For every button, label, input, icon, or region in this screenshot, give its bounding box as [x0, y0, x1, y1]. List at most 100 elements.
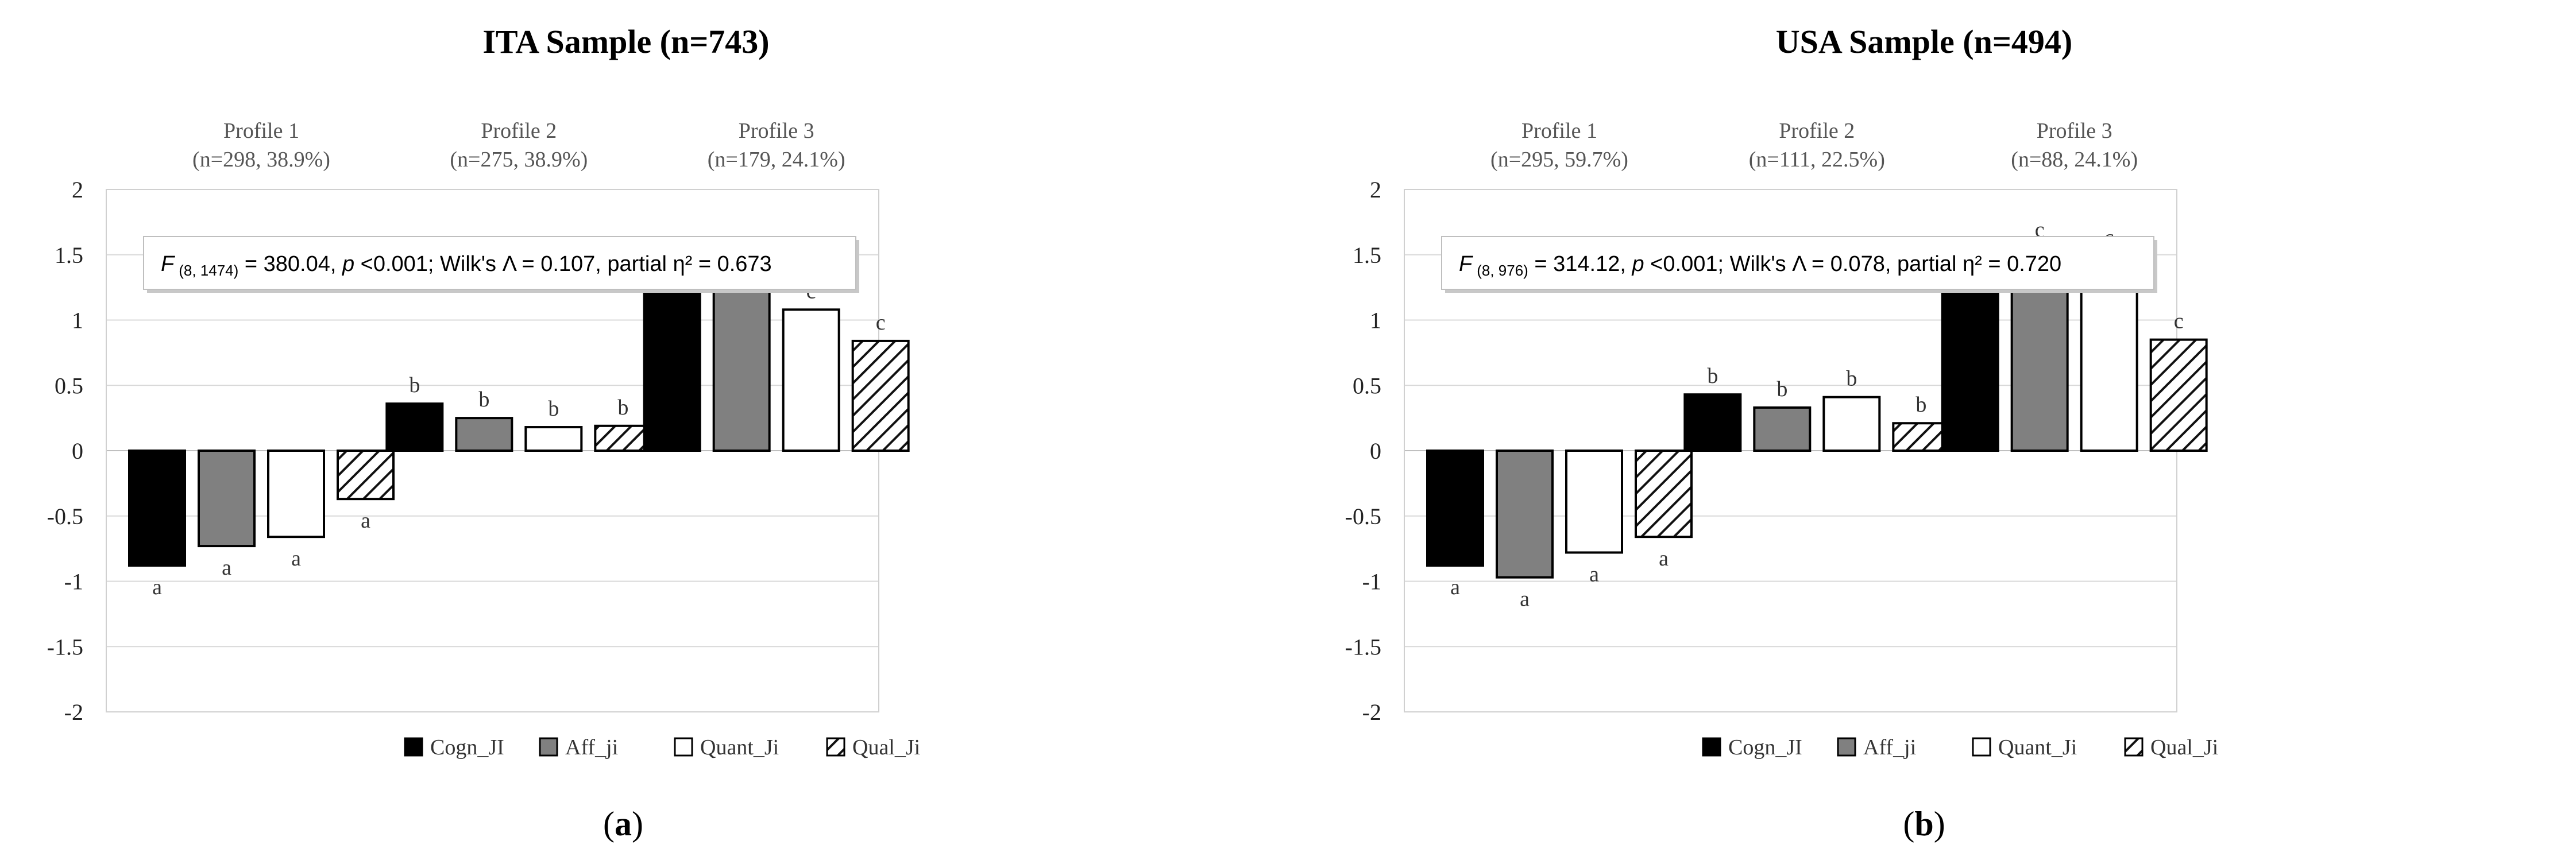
panel-letter: a: [615, 805, 632, 843]
bar-quant-ji: [782, 308, 840, 452]
stat-text: F (8, 1474) = 380.04, p <0.001; Wilk's Λ …: [161, 252, 772, 279]
significance-letter: b: [548, 397, 559, 421]
legend-swatch-aff-ji: [539, 737, 558, 757]
bar-cogn-ji: [1941, 262, 1999, 452]
significance-letter: a: [152, 575, 162, 599]
significance-letter: b: [478, 388, 489, 412]
significance-letter: c: [876, 311, 886, 335]
stat-f: F: [1459, 252, 1473, 276]
panel-label: (b): [1903, 805, 1945, 843]
legend-label: Quant_Ji: [1998, 735, 2077, 760]
chart-panel-b: USA Sample (n=494) 2 1.5 1 0.5 0 -0.5 -1 -1.5 -2 P…: [1345, 23, 2219, 843]
y-tick-label: -1.5: [47, 634, 83, 660]
significance-letter: a: [291, 547, 301, 571]
bar-quant-ji: [1565, 450, 1623, 554]
legend-label: Cogn_JI: [1728, 735, 1802, 760]
panel-label-close: ): [632, 805, 643, 843]
significance-letter: b: [617, 396, 628, 420]
bar-quant-ji: [267, 450, 325, 539]
stat-value: = 314.12,: [1528, 252, 1632, 276]
stat-rest: <0.001; Wilk's Λ = 0.107, partial η² = 0…: [354, 252, 772, 276]
chart-title: USA Sample (n=494): [1776, 23, 2072, 60]
bar-cogn-ji: [643, 273, 701, 452]
legend-swatch-cogn-ji: [1702, 737, 1721, 757]
profile-n-label: (n=88, 24.1%): [2011, 148, 2138, 172]
significance-letter: b: [1707, 364, 1718, 388]
legend-label: Qual_Ji: [852, 735, 920, 760]
legend-label: Quant_Ji: [700, 735, 779, 760]
bar-qual-ji: [851, 339, 910, 452]
y-tick-label: -2: [1362, 699, 1381, 725]
panel-label: (a): [603, 805, 643, 843]
y-tick-label: 2: [1370, 177, 1381, 203]
profile-label: Profile 3: [2037, 119, 2112, 143]
panel-label-close: ): [1934, 805, 1945, 843]
bar-quant-ji: [1822, 396, 1881, 452]
significance-letter: a: [1520, 587, 1530, 611]
significance-letter: b: [1915, 393, 1926, 417]
bar-cogn-ji: [385, 402, 444, 452]
significance-letter: c: [2035, 218, 2045, 242]
bar-aff-ji: [712, 262, 771, 452]
y-tick-label: 1.5: [1353, 242, 1381, 268]
y-tick-label: -0.5: [1345, 503, 1381, 529]
legend-swatch-quant-ji: [1972, 737, 1991, 757]
panel-label-open: (: [1903, 805, 1914, 843]
y-tick-label: 0.5: [1353, 373, 1381, 398]
stat-rest: <0.001; Wilk's Λ = 0.078, partial η² = 0…: [1644, 252, 2062, 276]
significance-letter: a: [222, 556, 231, 580]
y-tick-label: -2: [64, 699, 83, 725]
profile-n-label: (n=179, 24.1%): [708, 148, 845, 172]
significance-letter: a: [1589, 562, 1599, 586]
chart-panel-a: ITA Sample (n=743) 2 1.5 1 0.5 0 -0.5 -1 -1.5 -2 P…: [47, 23, 921, 843]
significance-letter: b: [1846, 367, 1857, 391]
bar-qual-ji: [2149, 338, 2208, 452]
y-tick-label: 0: [72, 438, 83, 464]
legend-label: Aff_ji: [565, 735, 618, 760]
stat-df: (8, 976): [1477, 262, 1528, 279]
panel-label-open: (: [603, 805, 615, 843]
bar-qual-ji: [594, 424, 652, 452]
y-tick-label: -0.5: [47, 503, 83, 529]
bar-cogn-ji: [128, 450, 186, 567]
profile-n-label: (n=111, 22.5%): [1749, 148, 1885, 172]
y-tick-label: 1: [1370, 308, 1381, 334]
significance-letter: a: [361, 509, 370, 533]
legend-swatch-aff-ji: [1837, 737, 1856, 757]
bar-qual-ji: [1635, 450, 1693, 539]
legend-label: Cogn_JI: [430, 735, 504, 760]
bar-aff-ji: [198, 450, 256, 548]
legend-swatch-cogn-ji: [404, 737, 423, 757]
legend-swatch-quant-ji: [674, 737, 693, 757]
y-tick-label: 1.5: [55, 242, 83, 268]
panel-letter: b: [1914, 805, 1933, 843]
profile-n-label: (n=275, 38.9%): [450, 148, 588, 172]
stat-p: p: [342, 252, 354, 276]
y-tick-label: -1: [1362, 569, 1381, 595]
legend-label: Qual_Ji: [2150, 735, 2218, 760]
significance-letter: b: [409, 373, 420, 397]
y-tick-label: 2: [72, 177, 83, 203]
profile-n-label: (n=295, 59.7%): [1490, 148, 1628, 172]
significance-letter: a: [1450, 575, 1460, 599]
legend-swatch-qual-ji: [826, 737, 845, 757]
stat-box: [143, 236, 856, 290]
profile-label: Profile 2: [1779, 119, 1855, 143]
profile-n-label: (n=298, 38.9%): [192, 148, 330, 172]
legend-swatch-qual-ji: [2124, 737, 2144, 757]
stat-text: F (8, 976) = 314.12, p <0.001; Wilk's Λ =…: [1459, 252, 2061, 279]
bar-aff-ji: [455, 417, 513, 452]
stat-box: [1441, 236, 2154, 290]
stat-f: F: [161, 252, 175, 276]
y-tick-label: 0.5: [55, 373, 83, 398]
bar-quant-ji: [524, 426, 583, 452]
stat-p: p: [1631, 252, 1644, 276]
y-tick-label: 0: [1370, 438, 1381, 464]
bar-aff-ji: [1753, 406, 1812, 452]
bar-qual-ji: [337, 450, 395, 501]
profile-label: Profile 2: [481, 119, 557, 143]
bar-aff-ji: [1496, 450, 1554, 579]
significance-letter: a: [1659, 547, 1669, 571]
bar-qual-ji: [1892, 422, 1951, 452]
